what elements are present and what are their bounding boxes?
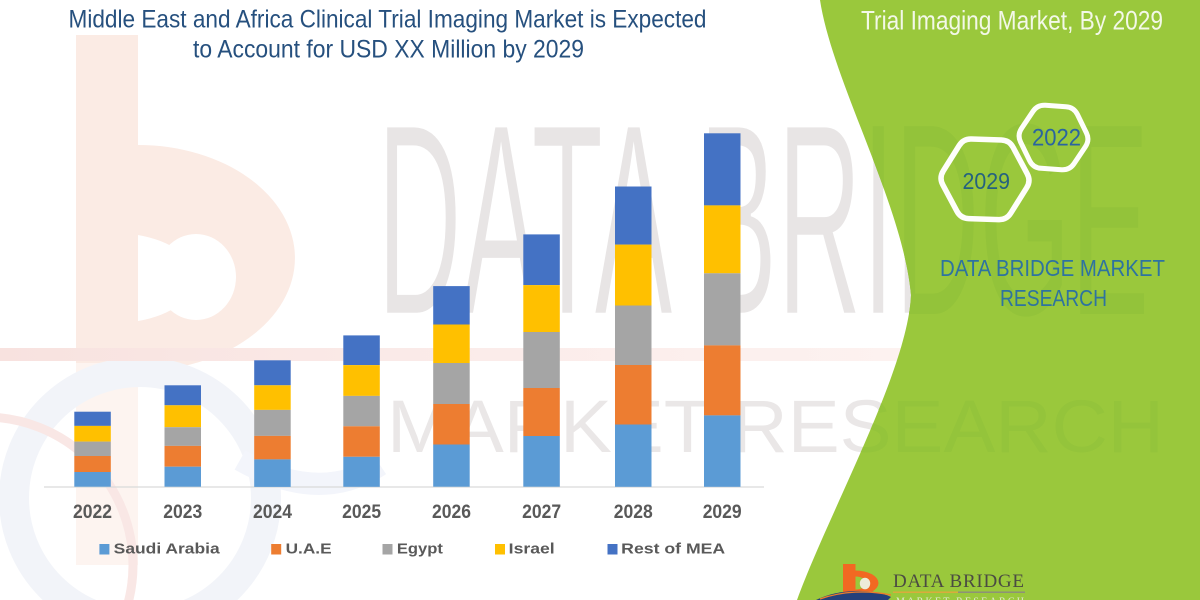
svg-text:DATA BRIDGE: DATA BRIDGE: [893, 571, 1024, 592]
svg-text:2022: 2022: [1032, 124, 1081, 151]
svg-text:U.A.E: U.A.E: [286, 541, 332, 558]
svg-text:2022: 2022: [73, 502, 112, 523]
svg-text:2023: 2023: [163, 502, 202, 523]
svg-text:RESEARCH: RESEARCH: [1000, 285, 1107, 311]
svg-text:2029: 2029: [703, 502, 742, 523]
svg-text:2029: 2029: [963, 168, 1011, 194]
svg-text:2027: 2027: [522, 502, 561, 523]
svg-text:Rest of MEA: Rest of MEA: [621, 541, 725, 558]
svg-text:Middle East and Africa Clinica: Middle East and Africa Clinical Trial Im…: [69, 6, 707, 34]
svg-text:2026: 2026: [432, 502, 471, 523]
svg-text:2028: 2028: [614, 502, 653, 523]
svg-text:DATA BRIDGE MARKET: DATA BRIDGE MARKET: [940, 255, 1165, 281]
svg-text:2024: 2024: [253, 502, 292, 523]
svg-text:Trial Imaging Market, By 2029: Trial Imaging Market, By 2029: [861, 6, 1163, 36]
svg-text:2025: 2025: [342, 502, 381, 523]
svg-text:MARKET RESEARCH: MARKET RESEARCH: [896, 597, 1024, 600]
svg-text:Egypt: Egypt: [397, 541, 443, 558]
svg-text:Saudi Arabia: Saudi Arabia: [114, 541, 221, 558]
svg-text:Israel: Israel: [509, 541, 555, 558]
svg-text:to Account for USD XX Million: to Account for USD XX Million by 2029: [193, 36, 584, 64]
